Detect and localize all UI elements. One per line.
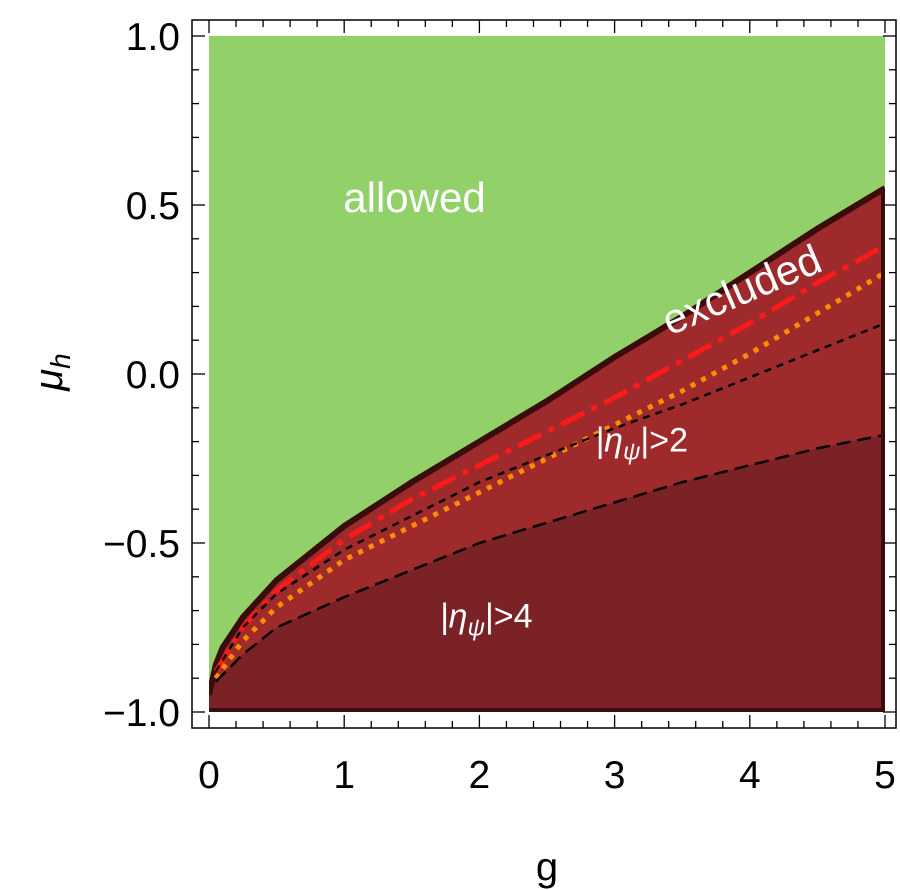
x-tick-label: 4 xyxy=(739,754,761,797)
black-dashed-curve-eta4 xyxy=(214,433,885,683)
boundary-curve xyxy=(209,185,885,696)
y-tick-label: 0.0 xyxy=(126,354,180,397)
x-tick-label: 5 xyxy=(874,754,896,797)
eta4-annotation-sub: ψ xyxy=(467,615,484,642)
x-axis-title: g xyxy=(536,845,558,889)
orange-dotted-curve xyxy=(213,270,885,680)
y-axis-tick-labels: −1.0 −0.5 0.0 0.5 1.0 xyxy=(103,16,180,735)
black-dashed-curve-eta2 xyxy=(214,322,885,673)
y-tick-label: 1.0 xyxy=(126,16,180,59)
y-axis-title-sub: h xyxy=(45,353,76,369)
y-tick-label: 0.5 xyxy=(126,185,180,228)
eta4-annotation-base: |η xyxy=(440,598,468,636)
eta4-region xyxy=(209,434,885,712)
y-axis-ticks xyxy=(192,35,896,713)
y-axis-title-base: μ xyxy=(27,369,71,392)
x-tick-label: 1 xyxy=(333,754,355,797)
eta4-annotation-tail: |>4 xyxy=(485,598,533,636)
red-dash-dot-curve xyxy=(213,243,885,673)
eta2-annotation-tail: |>2 xyxy=(640,422,688,460)
y-axis-title: μh xyxy=(27,353,76,392)
eta4-annotation: |ηψ|>4 xyxy=(440,598,533,642)
y-tick-label: −0.5 xyxy=(103,523,180,566)
x-tick-label: 3 xyxy=(604,754,626,797)
x-axis-tick-labels: 0 1 2 3 4 5 xyxy=(198,754,896,797)
y-tick-label: −1.0 xyxy=(103,692,180,735)
x-tick-label: 2 xyxy=(469,754,491,797)
x-axis-ticks xyxy=(208,20,886,728)
x-tick-label: 0 xyxy=(198,754,220,797)
allowed-label: allowed xyxy=(343,174,485,221)
eta2-annotation-base: |η xyxy=(595,422,623,460)
eta2-annotation: |ηψ|>2 xyxy=(595,422,688,466)
eta2-annotation-sub: ψ xyxy=(623,439,640,466)
